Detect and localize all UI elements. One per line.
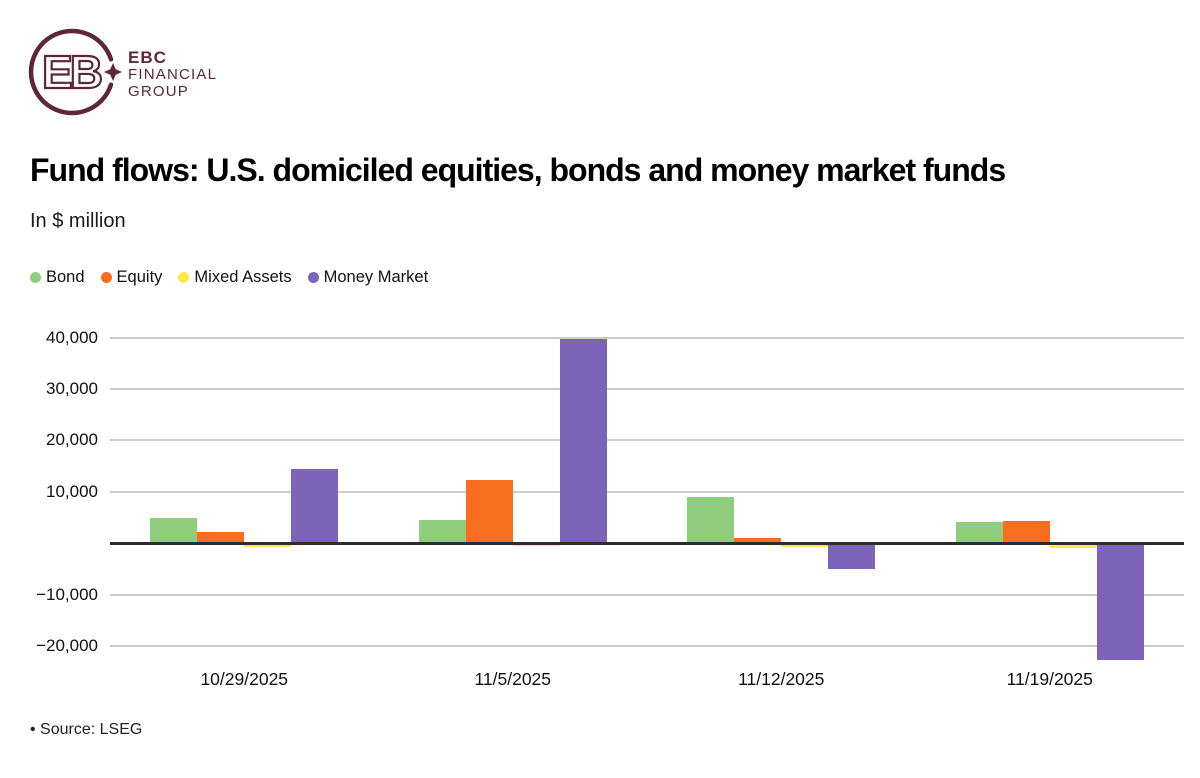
legend-label: Mixed Assets bbox=[194, 268, 292, 286]
bar-money-market bbox=[559, 339, 607, 544]
y-tick-label: −10,000 bbox=[36, 584, 98, 604]
logo-line1: EBC bbox=[128, 48, 167, 67]
y-gridline bbox=[110, 336, 1184, 339]
bar-equity bbox=[734, 537, 782, 544]
x-tick-label: 10/29/2025 bbox=[200, 669, 289, 689]
bar-money-market bbox=[291, 468, 339, 544]
y-gridline bbox=[110, 645, 1184, 647]
logo-wordmark: EBC FINANCIAL GROUP bbox=[128, 49, 217, 100]
bar-mixed-assets bbox=[1049, 543, 1097, 548]
y-gridline bbox=[110, 439, 1184, 442]
legend-label: Equity bbox=[116, 268, 163, 286]
y-gridline bbox=[110, 388, 1184, 391]
bar-money-market bbox=[1096, 543, 1144, 661]
legend-dot bbox=[178, 272, 190, 283]
svg-text:EB: EB bbox=[42, 46, 102, 98]
bar-equity bbox=[465, 480, 513, 544]
page-title: Fund flows: U.S. domiciled equities, bon… bbox=[30, 152, 1006, 188]
y-tick-label: 20,000 bbox=[46, 430, 98, 450]
x-tick-label: 11/19/2025 bbox=[1006, 669, 1093, 689]
legend-dot bbox=[307, 272, 319, 283]
logo-line3: GROUP bbox=[128, 83, 190, 100]
bar-equity bbox=[1002, 520, 1050, 544]
y-gridline bbox=[110, 490, 1184, 493]
bar-mixed-assets bbox=[781, 543, 829, 547]
zero-line bbox=[110, 542, 1184, 545]
bar-bond bbox=[150, 517, 198, 544]
legend-item-bond: Bond bbox=[30, 268, 85, 287]
legend-dot bbox=[30, 272, 41, 283]
bar-bond bbox=[687, 497, 735, 544]
logo-line2: FINANCIAL bbox=[128, 66, 218, 83]
legend-dot bbox=[100, 272, 112, 283]
y-tick-label: 10,000 bbox=[46, 481, 98, 501]
legend-label: Bond bbox=[46, 268, 85, 286]
bar-money-market bbox=[828, 543, 876, 569]
y-tick-label: 40,000 bbox=[46, 327, 98, 347]
x-tick-label: 11/5/2025 bbox=[474, 669, 552, 689]
bar-mixed-assets bbox=[512, 543, 560, 547]
legend: Bond Equity Mixed Assets Money Market bbox=[30, 268, 428, 287]
legend-item-equity: Equity bbox=[100, 268, 163, 287]
legend-item-money-market: Money Market bbox=[307, 268, 429, 287]
bar-equity bbox=[197, 532, 245, 544]
legend-item-mixed-assets: Mixed Assets bbox=[178, 268, 292, 287]
x-tick-label: 11/12/2025 bbox=[738, 669, 825, 689]
y-tick-label: 30,000 bbox=[46, 379, 98, 399]
legend-label: Money Market bbox=[323, 268, 429, 286]
y-gridline bbox=[110, 593, 1184, 596]
plot-area: 40,000 30,000 20,000 10,000 −10,000 −20,000 10… bbox=[36, 328, 1184, 689]
bar-mixed-assets bbox=[244, 543, 292, 548]
y-tick-label: −20,000 bbox=[36, 636, 98, 655]
chart-subtitle: In $ million bbox=[30, 210, 126, 232]
source-note: • Source: LSEG bbox=[30, 721, 143, 738]
ebc-logo-icon: EB bbox=[28, 28, 122, 116]
bar-bond bbox=[955, 522, 1003, 544]
bar-bond bbox=[418, 519, 466, 544]
